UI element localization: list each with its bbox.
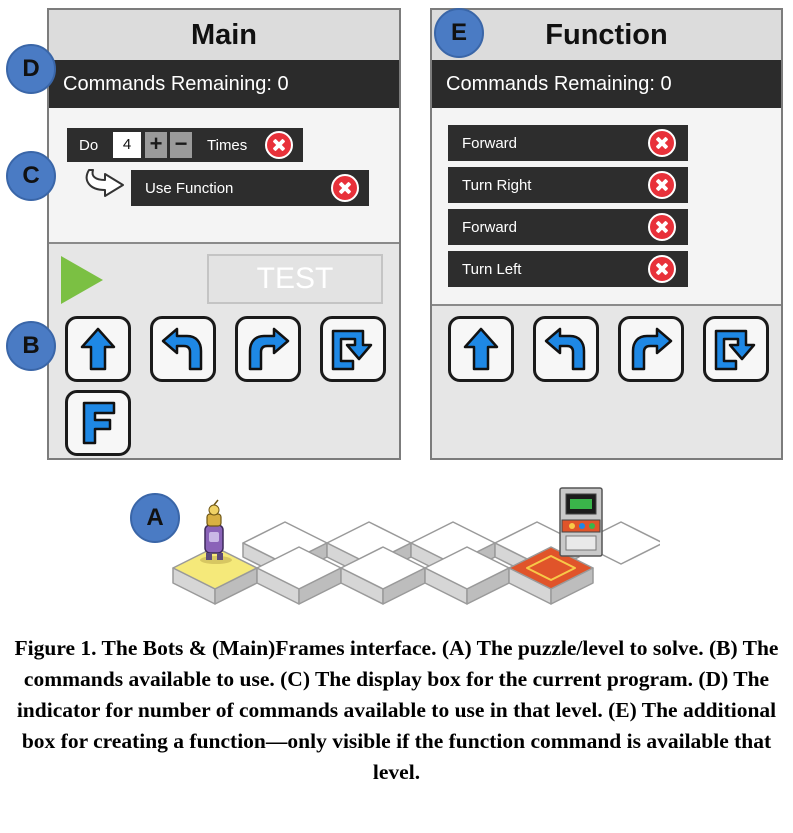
turn-left-arrow-icon [544, 327, 586, 371]
nested-arrow-icon [85, 169, 124, 197]
function-command-label: Turn Left [462, 261, 522, 278]
main-panel-title: Main [49, 10, 399, 61]
robot-icon [200, 499, 232, 564]
function-command-turn-left[interactable]: Turn Left [448, 251, 688, 287]
label-d: D [6, 44, 56, 94]
forward-arrow-icon [80, 327, 116, 371]
turn-left-command-button[interactable] [150, 316, 216, 382]
loop-times-label: Times [207, 137, 248, 154]
loop-block[interactable]: Do 4 + − Times [67, 128, 303, 162]
loop-command-button[interactable] [320, 316, 386, 382]
function-command-forward[interactable]: Forward [448, 209, 688, 245]
level-tile [578, 521, 660, 565]
forward-arrow-icon [463, 327, 499, 371]
turn-left-command-button[interactable] [533, 316, 599, 382]
forward-command-button[interactable] [448, 316, 514, 382]
level-tile [256, 546, 342, 605]
function-panel: Function Commands Remaining: 0 Forward T… [430, 8, 783, 460]
function-icon [82, 401, 116, 445]
loop-count-field[interactable]: 4 [113, 132, 141, 158]
loop-icon [714, 329, 756, 371]
function-command-forward[interactable]: Forward [448, 125, 688, 161]
function-command-label: Forward [462, 135, 518, 152]
function-panel-title: Function [432, 10, 781, 61]
turn-left-arrow-icon [161, 327, 203, 371]
turn-right-arrow-icon [631, 327, 673, 371]
remove-use-function-icon[interactable] [331, 174, 359, 202]
turn-right-arrow-icon [248, 327, 290, 371]
turn-right-command-button[interactable] [235, 316, 301, 382]
test-button[interactable]: TEST [207, 254, 383, 304]
label-a: A [130, 493, 180, 543]
goal-tile [508, 546, 594, 605]
figure-caption: Figure 1. The Bots & (Main)Frames interf… [14, 636, 779, 784]
function-command-label: Turn Right [462, 177, 532, 194]
remove-command-icon[interactable] [648, 129, 676, 157]
use-function-label: Use Function [145, 180, 234, 197]
function-command-turn-right[interactable]: Turn Right [448, 167, 688, 203]
remove-command-icon[interactable] [648, 255, 676, 283]
forward-command-button[interactable] [65, 316, 131, 382]
play-button[interactable] [61, 256, 103, 304]
loop-decrement-button[interactable]: − [170, 132, 192, 158]
loop-command-button[interactable] [703, 316, 769, 382]
use-function-block[interactable]: Use Function [131, 170, 369, 206]
function-program-area[interactable]: Forward Turn Right Forward Turn Left [432, 108, 781, 306]
loop-increment-button[interactable]: + [145, 132, 167, 158]
main-program-area[interactable]: Do 4 + − Times Use Function [49, 108, 399, 244]
loop-icon [331, 329, 373, 371]
remove-command-icon[interactable] [648, 213, 676, 241]
level-tile [340, 546, 426, 605]
puzzle-level [172, 487, 660, 605]
loop-do-label: Do [79, 137, 99, 154]
commands-remaining-indicator: Commands Remaining: 0 [49, 60, 399, 108]
arcade-machine-icon [559, 487, 603, 557]
function-command-label: Forward [462, 219, 518, 236]
function-commands-remaining-indicator: Commands Remaining: 0 [432, 60, 781, 108]
label-c: C [6, 151, 56, 201]
function-command-button[interactable] [65, 390, 131, 456]
label-e: E [434, 8, 484, 58]
turn-right-command-button[interactable] [618, 316, 684, 382]
remove-loop-icon[interactable] [265, 131, 293, 159]
remove-command-icon[interactable] [648, 171, 676, 199]
main-panel: Main Commands Remaining: 0 Do 4 + − Time… [47, 8, 401, 460]
label-b: B [6, 321, 56, 371]
